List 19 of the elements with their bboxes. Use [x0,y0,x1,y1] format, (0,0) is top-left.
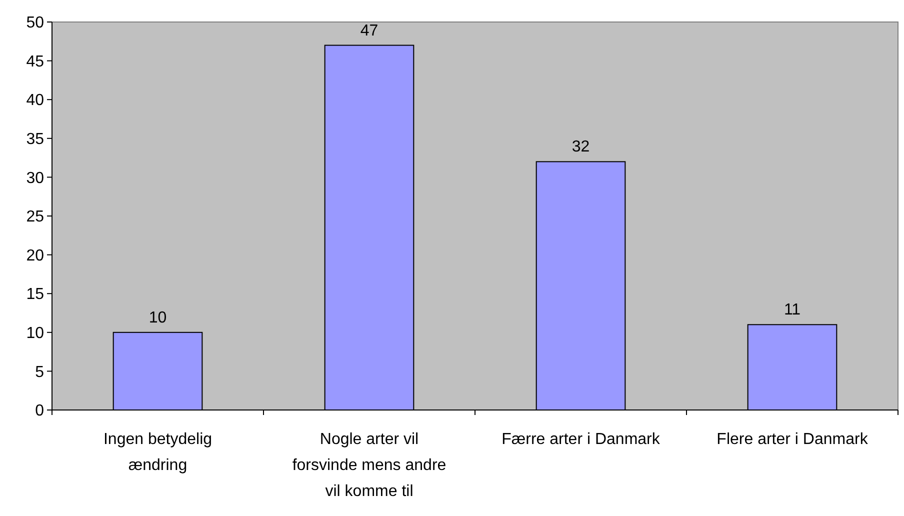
y-tick-label: 35 [26,131,44,148]
y-tick-label: 5 [35,364,44,381]
y-tick-label: 0 [35,402,44,420]
data-label: 11 [784,302,801,319]
y-tick-label: 45 [26,53,44,70]
y-tick-label: 25 [26,208,44,226]
data-label: 10 [148,309,167,326]
y-tick-label: 15 [26,286,44,304]
x-tick-label: Ingen betydelig ændring [103,431,212,474]
data-label: 47 [360,22,378,40]
y-tick-label: 30 [26,170,44,187]
data-label: 32 [572,138,590,156]
x-tick-label: Færre arter i Danmark [502,431,661,448]
x-tick-label: Nogle arter vil forsvinde mens andre vil komme til [292,431,446,500]
y-tick-label: 20 [26,247,44,264]
y-tick-label: 10 [26,325,44,342]
y-tick-label: 40 [26,92,44,110]
y-tick-label: 50 [26,14,44,32]
x-tick-label: Flere arter i Danmark [716,431,869,448]
